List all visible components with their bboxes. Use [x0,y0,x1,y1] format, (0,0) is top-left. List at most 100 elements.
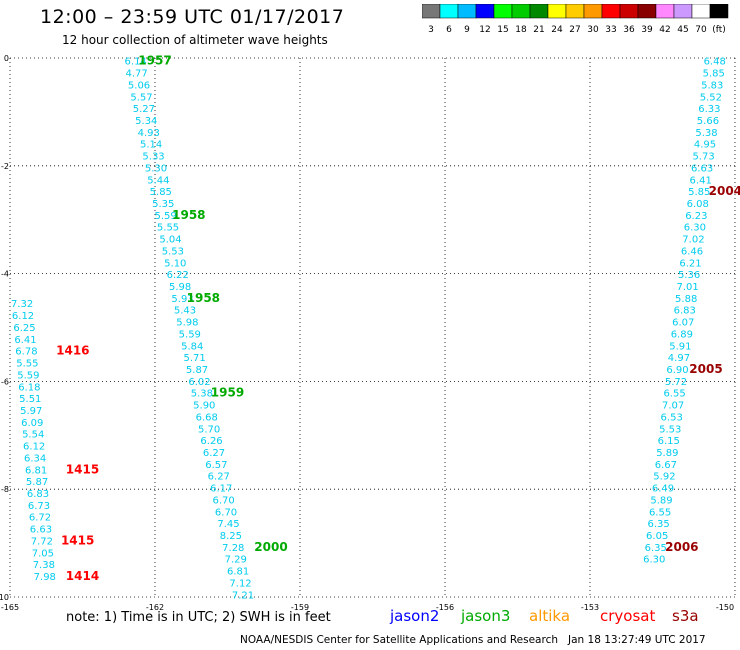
time-label: 2000 [254,540,287,554]
wave-height-value: 5.55 [157,223,179,234]
wave-height-value: 6.46 [681,246,703,257]
colorbar-label: 45 [677,25,688,35]
wave-height-value: 5.73 [692,152,714,163]
wave-height-value: 6.05 [646,531,668,542]
wave-height-value: 6.08 [687,199,709,210]
colorbar-label: 6 [446,25,452,35]
wave-height-value: 6.89 [671,329,693,340]
wave-height-value: 6.67 [655,460,677,471]
wave-height-value: 7.21 [232,590,254,601]
wave-height-value: 6.12 [23,442,45,453]
wave-height-value: 6.68 [196,412,218,423]
wave-height-value: 6.41 [14,335,36,346]
wave-height-value: 5.43 [174,306,196,317]
wave-height-value: 6.72 [29,513,51,524]
time-label: 2005 [689,362,722,376]
colorbar-swatch [709,4,729,19]
wave-height-value: 5.34 [135,116,157,127]
legend-s3a: s3a [672,607,699,625]
wave-height-value: 6.34 [24,453,46,464]
wave-height-value: 6.81 [227,567,249,578]
wave-height-value: 5.51 [19,394,41,405]
wave-height-value: 6.55 [649,507,671,518]
wave-height-value: 5.93 [171,294,193,305]
wave-height-value: 6.14 [125,57,147,68]
time-label: 1416 [56,344,89,358]
wave-height-value: 6.81 [25,465,47,476]
x-tick-label: -156 [436,603,454,612]
x-tick-label: -165 [1,603,19,612]
wave-height-value: 5.55 [16,359,38,370]
wave-height-value: 6.15 [658,436,680,447]
wave-height-value: 6.33 [698,104,720,115]
wave-height-value: 6.83 [27,489,49,500]
wave-height-value: 5.87 [26,477,48,488]
credit-text: NOAA/NESDIS Center for Satellite Applica… [240,634,558,646]
colorbar-label: 36 [623,25,635,35]
wave-height-value: 5.89 [650,495,672,506]
wave-height-value: 6.53 [661,412,683,423]
wave-height-value: 5.57 [130,92,152,103]
wave-height-value: 7.12 [229,578,251,589]
time-label: 1415 [61,533,94,547]
wave-height-value: 6.23 [685,211,707,222]
wave-height-values: 6.144.775.065.575.275.344.935.145.335.30… [11,57,726,602]
wave-height-value: 6.27 [208,472,230,483]
wave-height-value: 6.90 [666,365,688,376]
colorbar-label: 15 [497,25,508,35]
wave-height-value: 5.85 [150,187,172,198]
wave-height-value: 5.91 [669,341,691,352]
wave-height-value: 5.10 [164,258,186,269]
wave-height-value: 5.14 [140,140,162,151]
wave-height-value: 6.63 [691,163,713,174]
wave-height-value: 5.97 [20,406,42,417]
wave-height-value: 5.72 [665,377,687,388]
wave-height-value: 6.26 [200,436,222,447]
wave-height-value: 5.44 [147,175,169,186]
wave-height-value: 6.27 [203,448,225,459]
colorbar-label: 12 [479,25,490,35]
colorbar-label: (ft) [712,25,726,35]
wave-height-value: 6.35 [648,519,670,530]
colorbar-label: 3 [428,25,434,35]
wave-height-value: 4.97 [668,353,690,364]
wave-height-value: 4.77 [126,69,148,80]
wave-height-value: 5.85 [688,187,710,198]
wave-height-value: 5.88 [675,294,697,305]
wave-height-value: 5.53 [659,424,681,435]
wave-height-value: 5.59 [155,211,177,222]
wave-height-value: 5.27 [133,104,155,115]
wave-height-value: 5.38 [695,128,717,139]
wave-height-value: 6.02 [188,377,210,388]
colorbar-label: 70 [695,25,707,35]
wave-height-value: 6.22 [167,270,189,281]
wave-height-value: 5.83 [701,80,723,91]
generated-timestamp: Jan 18 13:27:49 UTC 2017 [568,634,706,646]
x-tick-label: -162 [146,603,164,612]
y-tick-label: 0 [4,54,9,63]
wave-height-value: 5.98 [176,318,198,329]
colorbar-label: 33 [605,25,616,35]
wave-height-value: 5.38 [191,389,213,400]
wave-height-value: 6.21 [679,258,701,269]
wave-height-value: 6.30 [643,555,665,566]
colorbar-label: 9 [464,25,470,35]
x-tick-label: -150 [716,603,734,612]
wave-height-value: 6.17 [210,484,232,495]
wave-height-value: 6.83 [674,306,696,317]
wave-height-value: 5.04 [159,235,181,246]
colorbar-label: 42 [659,25,670,35]
wave-height-value: 5.87 [186,365,208,376]
wave-height-value: 5.30 [145,163,167,174]
axis-tick-labels: -165 -162 -159 -156 -153 -150 0 -2 -4 -6 -8 -10 [0,54,734,612]
wave-height-value: 4.93 [138,128,160,139]
wave-height-value: 6.41 [690,175,712,186]
wave-height-value: 7.72 [31,536,53,547]
wave-height-value: 6.07 [672,318,694,329]
legend-altika: altika [529,607,571,625]
wave-height-value: 7.05 [32,548,54,559]
time-label: 2006 [665,540,698,554]
wave-height-value: 5.85 [703,69,725,80]
wave-height-value: 6.09 [21,418,43,429]
